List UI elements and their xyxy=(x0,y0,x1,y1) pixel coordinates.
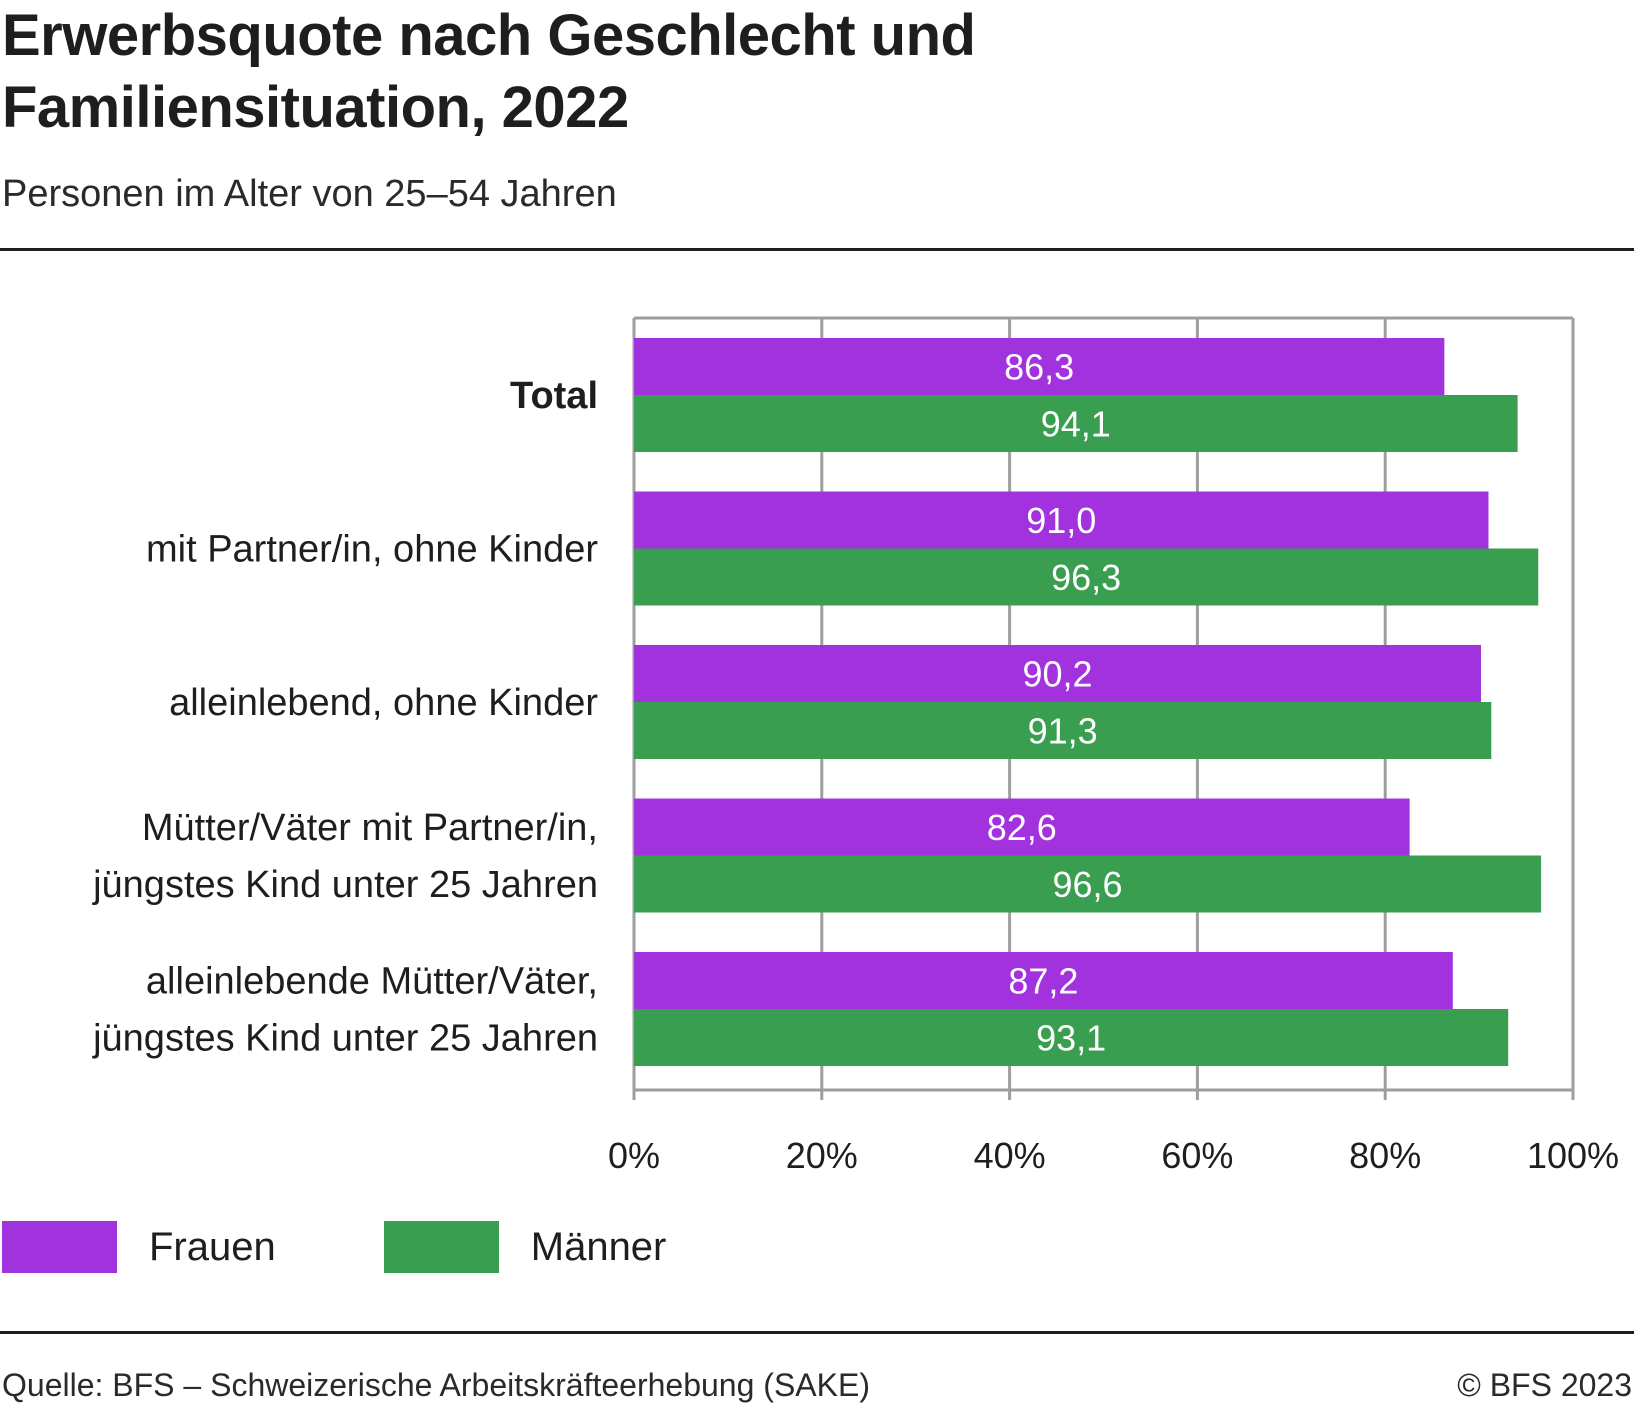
top-divider xyxy=(0,248,1634,251)
chart-subtitle: Personen im Alter von 25–54 Jahren xyxy=(2,173,617,215)
category-label: jüngstes Kind unter 25 Jahren xyxy=(92,1018,598,1060)
legend-label-maenner: Männer xyxy=(530,1224,667,1269)
x-tick-label: 40% xyxy=(974,1135,1046,1176)
x-tick-label: 80% xyxy=(1349,1135,1421,1176)
legend-swatch-frauen xyxy=(2,1221,117,1273)
bar-value-label: 96,3 xyxy=(1051,557,1121,598)
bar-maenner-3 xyxy=(634,855,1542,913)
category-label: Total xyxy=(510,375,598,417)
bar-maenner-2 xyxy=(634,702,1492,759)
bar-value-label: 93,1 xyxy=(1036,1018,1106,1059)
bar-frauen-4 xyxy=(634,952,1453,1009)
category-labels: Total mit Partner/in, ohne Kinder alleinle… xyxy=(92,375,598,1060)
bar-maenner-1 xyxy=(634,548,1539,606)
bar-value-label: 94,1 xyxy=(1041,404,1111,445)
category-label: Mütter/Väter mit Partner/in, xyxy=(142,807,598,849)
x-tick-label: 0% xyxy=(608,1135,660,1176)
bar-frauen-2 xyxy=(634,645,1481,702)
category-label: alleinlebende Mütter/Väter, xyxy=(146,961,598,1003)
copyright-note: © BFS 2023 xyxy=(1457,1367,1632,1403)
bar-value-label: 87,2 xyxy=(1008,961,1078,1002)
legend-swatch-maenner xyxy=(383,1221,499,1273)
legend-item-frauen: Frauen xyxy=(2,1221,276,1273)
legend-label-frauen: Frauen xyxy=(149,1224,276,1269)
legend-item-maenner: Männer xyxy=(383,1221,667,1273)
bar-value-label: 82,6 xyxy=(987,807,1057,848)
bar-chart: 86,3 94,1 91,0 96,3 90,2 91,3 82,6 96,6 87,2 93,1… xyxy=(92,316,1619,1176)
bar-frauen-1 xyxy=(634,491,1489,549)
bar-maenner-4 xyxy=(634,1009,1509,1066)
x-tick-label: 100% xyxy=(1527,1135,1619,1176)
category-label: alleinlebend, ohne Kinder xyxy=(169,682,598,724)
bar-value-label: 91,0 xyxy=(1026,500,1096,541)
bar-frauen-3 xyxy=(634,798,1410,856)
bar-value-label: 86,3 xyxy=(1004,347,1074,388)
bottom-divider xyxy=(0,1331,1634,1334)
bar-value-label: 90,2 xyxy=(1022,654,1092,695)
bar-value-label: 91,3 xyxy=(1028,711,1098,752)
category-label: jüngstes Kind unter 25 Jahren xyxy=(92,864,598,906)
category-label: mit Partner/in, ohne Kinder xyxy=(146,529,598,571)
bar-frauen-0 xyxy=(634,338,1445,395)
x-tick-label: 20% xyxy=(786,1135,858,1176)
chart-title: Erwerbsquote nach Geschlecht und Familie… xyxy=(2,3,976,140)
x-axis: 0% 20% 40% 60% 80% 100% xyxy=(608,1088,1619,1176)
source-note: Quelle: BFS – Schweizerische Arbeitskräf… xyxy=(2,1367,870,1403)
x-tick-label: 60% xyxy=(1161,1135,1233,1176)
bar-maenner-0 xyxy=(634,395,1518,452)
legend: Frauen Männer xyxy=(2,1221,774,1273)
bars: 86,3 94,1 91,0 96,3 90,2 91,3 82,6 96,6 87,2 93,1 xyxy=(634,338,1542,1066)
bar-value-label: 96,6 xyxy=(1052,864,1122,905)
